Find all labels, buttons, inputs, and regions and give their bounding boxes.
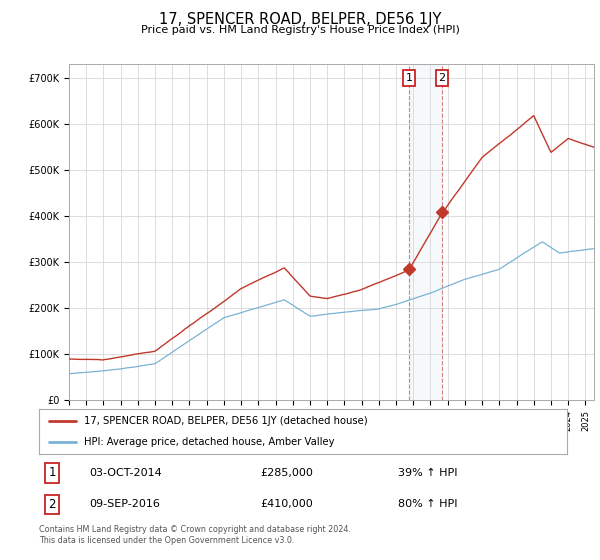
- Text: HPI: Average price, detached house, Amber Valley: HPI: Average price, detached house, Ambe…: [84, 437, 334, 447]
- Bar: [409, 64, 442, 400]
- Text: £410,000: £410,000: [261, 500, 314, 510]
- Text: £285,000: £285,000: [261, 468, 314, 478]
- Text: Contains HM Land Registry data © Crown copyright and database right 2024.
This d: Contains HM Land Registry data © Crown c…: [39, 525, 351, 545]
- Text: Price paid vs. HM Land Registry's House Price Index (HPI): Price paid vs. HM Land Registry's House …: [140, 25, 460, 35]
- Text: 03-OCT-2014: 03-OCT-2014: [89, 468, 162, 478]
- Text: 17, SPENCER ROAD, BELPER, DE56 1JY: 17, SPENCER ROAD, BELPER, DE56 1JY: [159, 12, 441, 27]
- Text: 2: 2: [49, 498, 56, 511]
- Text: 39% ↑ HPI: 39% ↑ HPI: [398, 468, 458, 478]
- Text: 2: 2: [439, 73, 446, 83]
- Text: 09-SEP-2016: 09-SEP-2016: [89, 500, 160, 510]
- Text: 1: 1: [406, 73, 412, 83]
- Text: 1: 1: [49, 466, 56, 479]
- Text: 17, SPENCER ROAD, BELPER, DE56 1JY (detached house): 17, SPENCER ROAD, BELPER, DE56 1JY (deta…: [84, 416, 368, 426]
- Text: 80% ↑ HPI: 80% ↑ HPI: [398, 500, 458, 510]
